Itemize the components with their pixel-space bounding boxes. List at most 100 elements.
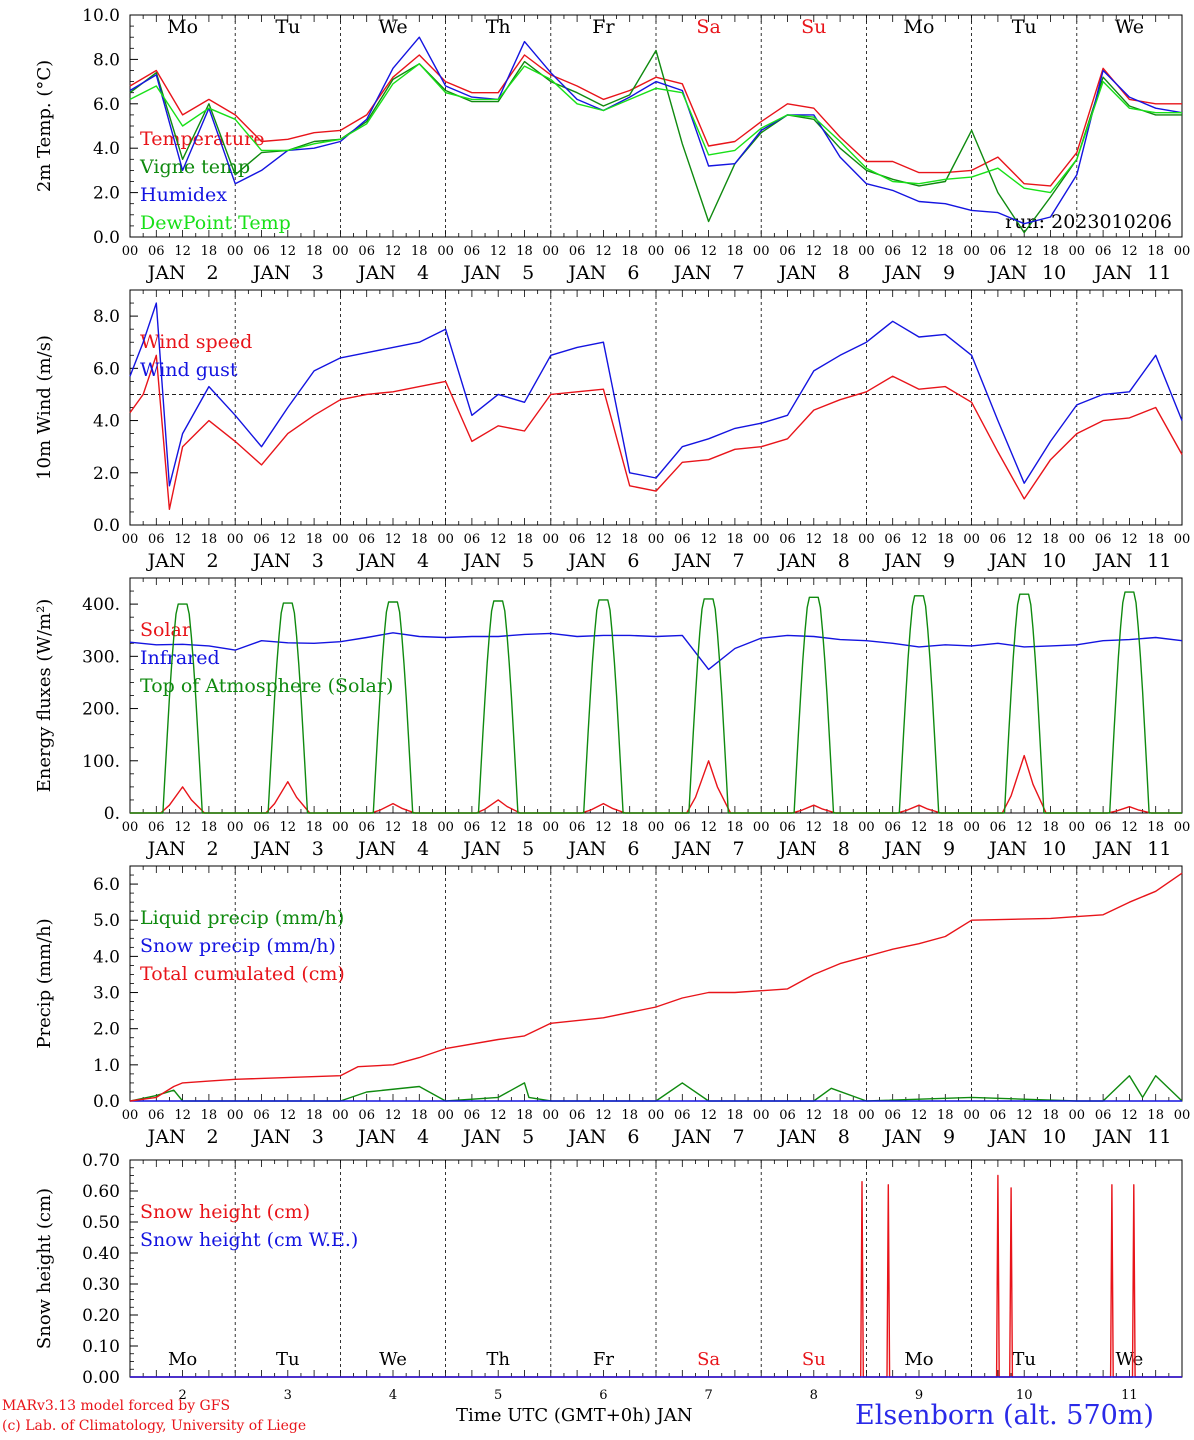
- date-label: 6: [627, 1126, 639, 1148]
- date-label: 5: [522, 1126, 534, 1148]
- legend-entry: Snow height (cm W.E.): [140, 1229, 358, 1251]
- month-label: JAN: [777, 550, 817, 572]
- hour-tick-label: 12: [911, 244, 928, 259]
- month-label: JAN: [461, 838, 501, 860]
- hour-tick-label: 18: [621, 1108, 638, 1123]
- date-label: 11: [1147, 262, 1171, 284]
- hour-tick-label: 18: [832, 244, 849, 259]
- hour-tick-label: 12: [806, 244, 823, 259]
- hour-tick-label: 18: [516, 532, 533, 547]
- month-label: JAN: [882, 550, 922, 572]
- month-label: JAN: [461, 262, 501, 284]
- hour-tick-label: 00: [963, 820, 980, 835]
- hour-tick-label: 18: [1042, 1108, 1059, 1123]
- hour-tick-label: 06: [884, 244, 901, 259]
- hour-tick-label: 00: [122, 244, 139, 259]
- hour-tick-label: 18: [1147, 532, 1164, 547]
- y-tick-label: 0.10: [82, 1337, 120, 1357]
- hour-tick-label: 18: [621, 820, 638, 835]
- hour-tick-label: 12: [280, 244, 297, 259]
- hour-tick-label: 06: [1095, 1108, 1112, 1123]
- day-name-label: Mo: [904, 16, 935, 38]
- hour-tick-label: 18: [1147, 1108, 1164, 1123]
- legend-entry: Total cumulated (cm): [140, 963, 345, 985]
- y-tick-label: 6.0: [93, 875, 120, 895]
- hour-tick-label: 12: [385, 532, 402, 547]
- hour-tick-label: 00: [753, 820, 770, 835]
- hour-tick-label: 06: [674, 244, 691, 259]
- hour-tick-label: 12: [490, 1108, 507, 1123]
- legend-entry: Top of Atmosphere (Solar): [140, 675, 393, 697]
- month-label: JAN: [566, 550, 606, 572]
- month-label: JAN: [146, 262, 186, 284]
- hour-tick-label: 00: [227, 532, 244, 547]
- hour-tick-label: 06: [990, 244, 1007, 259]
- hour-tick-label: 12: [174, 1108, 191, 1123]
- hour-tick-label: 12: [385, 244, 402, 259]
- hour-tick-label: 12: [280, 820, 297, 835]
- hour-tick-label: 06: [358, 532, 375, 547]
- date-label: 11: [1147, 838, 1171, 860]
- date-label: 3: [312, 262, 324, 284]
- day-name-label: We: [378, 16, 407, 38]
- hour-tick-label: 12: [806, 1108, 823, 1123]
- hour-tick-label: 00: [543, 532, 560, 547]
- day-name-label: Fr: [592, 16, 615, 38]
- date-label: 3: [312, 838, 324, 860]
- y-tick-label: 4.0: [93, 412, 120, 432]
- month-label: JAN: [1092, 262, 1132, 284]
- hour-tick-label: 00: [858, 532, 875, 547]
- date-label: 11: [1121, 1388, 1138, 1403]
- hour-tick-label: 00: [1174, 820, 1191, 835]
- month-label: JAN: [777, 1126, 817, 1148]
- legend-entry: Humidex: [140, 184, 227, 206]
- day-name-label: Tu: [1012, 16, 1037, 38]
- date-label: 6: [627, 550, 639, 572]
- hour-tick-label: 06: [464, 244, 481, 259]
- hour-tick-label: 12: [174, 244, 191, 259]
- hour-tick-label: 12: [1016, 532, 1033, 547]
- series-line-temp: [129, 49, 1182, 234]
- month-label: JAN: [566, 1126, 606, 1148]
- hour-tick-label: 06: [884, 532, 901, 547]
- y-tick-label: 8.0: [93, 307, 120, 327]
- hour-tick-label: 00: [963, 532, 980, 547]
- hour-tick-label: 06: [569, 820, 586, 835]
- hour-tick-label: 06: [674, 1108, 691, 1123]
- hour-tick-label: 00: [648, 244, 665, 259]
- date-label: 10: [1016, 1388, 1033, 1403]
- y-tick-label: 200.: [82, 700, 120, 720]
- month-label: JAN: [1092, 550, 1132, 572]
- hour-tick-label: 00: [753, 532, 770, 547]
- hour-tick-label: 00: [1174, 244, 1191, 259]
- date-label: 7: [733, 262, 745, 284]
- hour-tick-label: 06: [464, 532, 481, 547]
- hour-tick-label: 12: [700, 820, 717, 835]
- hour-tick-label: 18: [621, 244, 638, 259]
- hour-tick-label: 12: [385, 820, 402, 835]
- hour-tick-label: 00: [437, 532, 454, 547]
- hour-tick-label: 12: [280, 1108, 297, 1123]
- hour-tick-label: 00: [332, 244, 349, 259]
- hour-tick-label: 00: [332, 820, 349, 835]
- hour-tick-label: 12: [806, 532, 823, 547]
- y-tick-label: 0.50: [82, 1213, 120, 1233]
- month-label: JAN: [1092, 838, 1132, 860]
- hour-tick-label: 00: [648, 820, 665, 835]
- day-name-label: Mo: [168, 1349, 197, 1370]
- copyright-credit: (c) Lab. of Climatology, University of L…: [2, 1418, 307, 1434]
- hour-tick-label: 12: [490, 820, 507, 835]
- y-tick-label: 5.0: [93, 911, 120, 931]
- y-tick-label: 4.0: [93, 947, 120, 967]
- y-tick-label: 0.0: [93, 1092, 120, 1112]
- date-label: 9: [943, 262, 955, 284]
- hour-tick-label: 18: [621, 532, 638, 547]
- hour-tick-label: 06: [464, 820, 481, 835]
- hour-tick-label: 18: [832, 1108, 849, 1123]
- hour-tick-label: 00: [437, 1108, 454, 1123]
- y-tick-label: 0.70: [82, 1151, 120, 1171]
- hour-tick-label: 00: [543, 244, 560, 259]
- date-label: 2: [207, 1126, 219, 1148]
- date-label: 2: [207, 550, 219, 572]
- month-label: JAN: [777, 838, 817, 860]
